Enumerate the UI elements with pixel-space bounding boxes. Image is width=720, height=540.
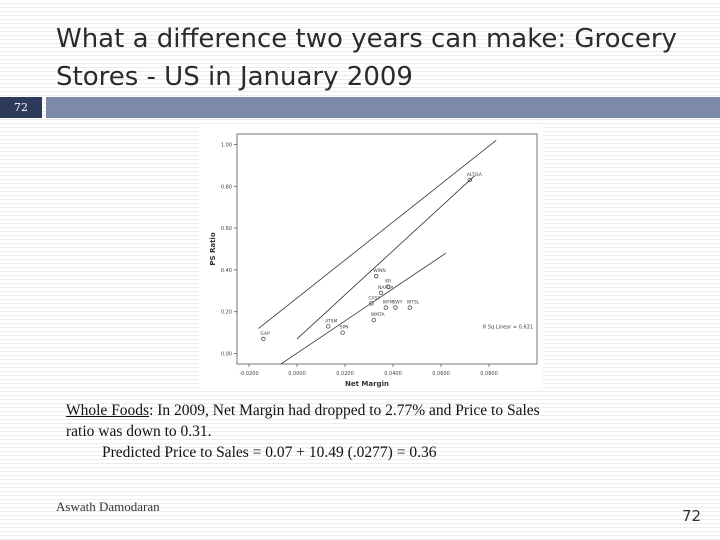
data-point <box>374 274 379 279</box>
data-point-label: ATSM <box>325 318 337 324</box>
data-point-label: GAP <box>260 331 270 337</box>
r-squared-annotation: R Sq Linear = 0.631 <box>483 324 533 330</box>
slide-caption: Whole Foods: In 2009, Net Margin had dro… <box>66 400 666 463</box>
caption-line-3: Predicted Price to Sales = 0.07 + 10.49 … <box>102 444 437 461</box>
x-tick-label: 0.0200 <box>336 371 354 377</box>
data-point <box>371 317 376 323</box>
data-point-label: WTSL <box>407 300 420 306</box>
chart-svg: 0.00 0.20 0.40 0.60 0.80 1.00 -0.0200 0.0000 0.0… <box>209 133 538 388</box>
data-point-label: KR <box>385 279 391 285</box>
y-tick-label: 0.00 <box>221 352 232 358</box>
data-point <box>407 305 412 310</box>
data-point-label: ALTISA <box>467 172 483 178</box>
page-number: 72 <box>682 507 702 525</box>
y-tick-label: 0.80 <box>221 184 232 190</box>
data-point <box>369 301 374 306</box>
data-point <box>326 324 331 329</box>
data-point-label: WFM <box>383 300 394 306</box>
author-name: Aswath Damodaran <box>56 499 160 514</box>
data-point <box>393 305 398 310</box>
slide-number-badge: 72 <box>0 97 42 118</box>
caption-line-1-text: : In 2009, Net Margin had dropped to 2.7… <box>149 402 540 419</box>
x-tick-label: -0.0200 <box>239 371 258 377</box>
data-point <box>261 336 266 342</box>
x-tick-label: 0.0600 <box>432 371 450 377</box>
data-point-label: SPN <box>340 325 349 331</box>
x-tick-label: 0.0400 <box>384 371 402 377</box>
y-axis-label: PS Ratio <box>209 232 217 265</box>
caption-line-2: ratio was down to 0.31. <box>66 423 212 440</box>
x-axis-label: Net Margin <box>345 380 389 388</box>
x-tick-label: 0.0800 <box>480 371 498 377</box>
y-tick-label: 0.20 <box>221 310 232 316</box>
data-point <box>340 330 345 335</box>
x-tick-label: 0.0000 <box>288 371 306 377</box>
plot-area <box>236 133 538 365</box>
data-point-label: NAFDA <box>378 285 394 291</box>
data-point <box>378 290 384 296</box>
data-point <box>386 284 391 289</box>
slide-title: What a difference two years can make: Gr… <box>56 24 677 92</box>
regression-line-fit <box>296 175 475 340</box>
y-tick-label: 0.60 <box>221 226 232 232</box>
y-tick-label: 0.40 <box>221 268 232 274</box>
data-point <box>383 305 388 310</box>
caption-line-1: Whole Foods: In 2009, Net Margin had dro… <box>66 400 666 421</box>
data-point-label: WMTA <box>371 312 386 318</box>
title-divider-bar <box>46 97 720 118</box>
data-point-label: CASY <box>368 295 380 301</box>
data-point-label: SWY <box>392 300 402 306</box>
data-point-label: WINN <box>373 268 386 274</box>
scatter-chart: 0.00 0.20 0.40 0.60 0.80 1.00 -0.0200 0.0000 0.0… <box>199 124 543 390</box>
caption-highlight: Whole Foods <box>66 402 150 419</box>
y-tick-label: 1.00 <box>221 142 232 148</box>
regression-line-upper <box>258 139 497 329</box>
regression-line-lower <box>280 252 447 364</box>
data-point <box>467 177 472 183</box>
